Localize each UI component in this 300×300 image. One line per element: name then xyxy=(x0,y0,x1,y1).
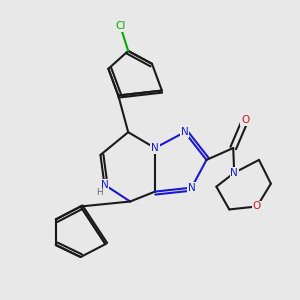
Text: H: H xyxy=(96,188,102,197)
Text: N: N xyxy=(100,180,108,190)
Text: N: N xyxy=(181,127,189,137)
Text: N: N xyxy=(188,183,196,193)
Text: Cl: Cl xyxy=(115,21,125,31)
Text: N: N xyxy=(230,168,238,178)
Text: N: N xyxy=(151,143,159,153)
Text: N: N xyxy=(100,180,108,190)
Text: O: O xyxy=(241,115,249,125)
Text: O: O xyxy=(253,202,261,212)
